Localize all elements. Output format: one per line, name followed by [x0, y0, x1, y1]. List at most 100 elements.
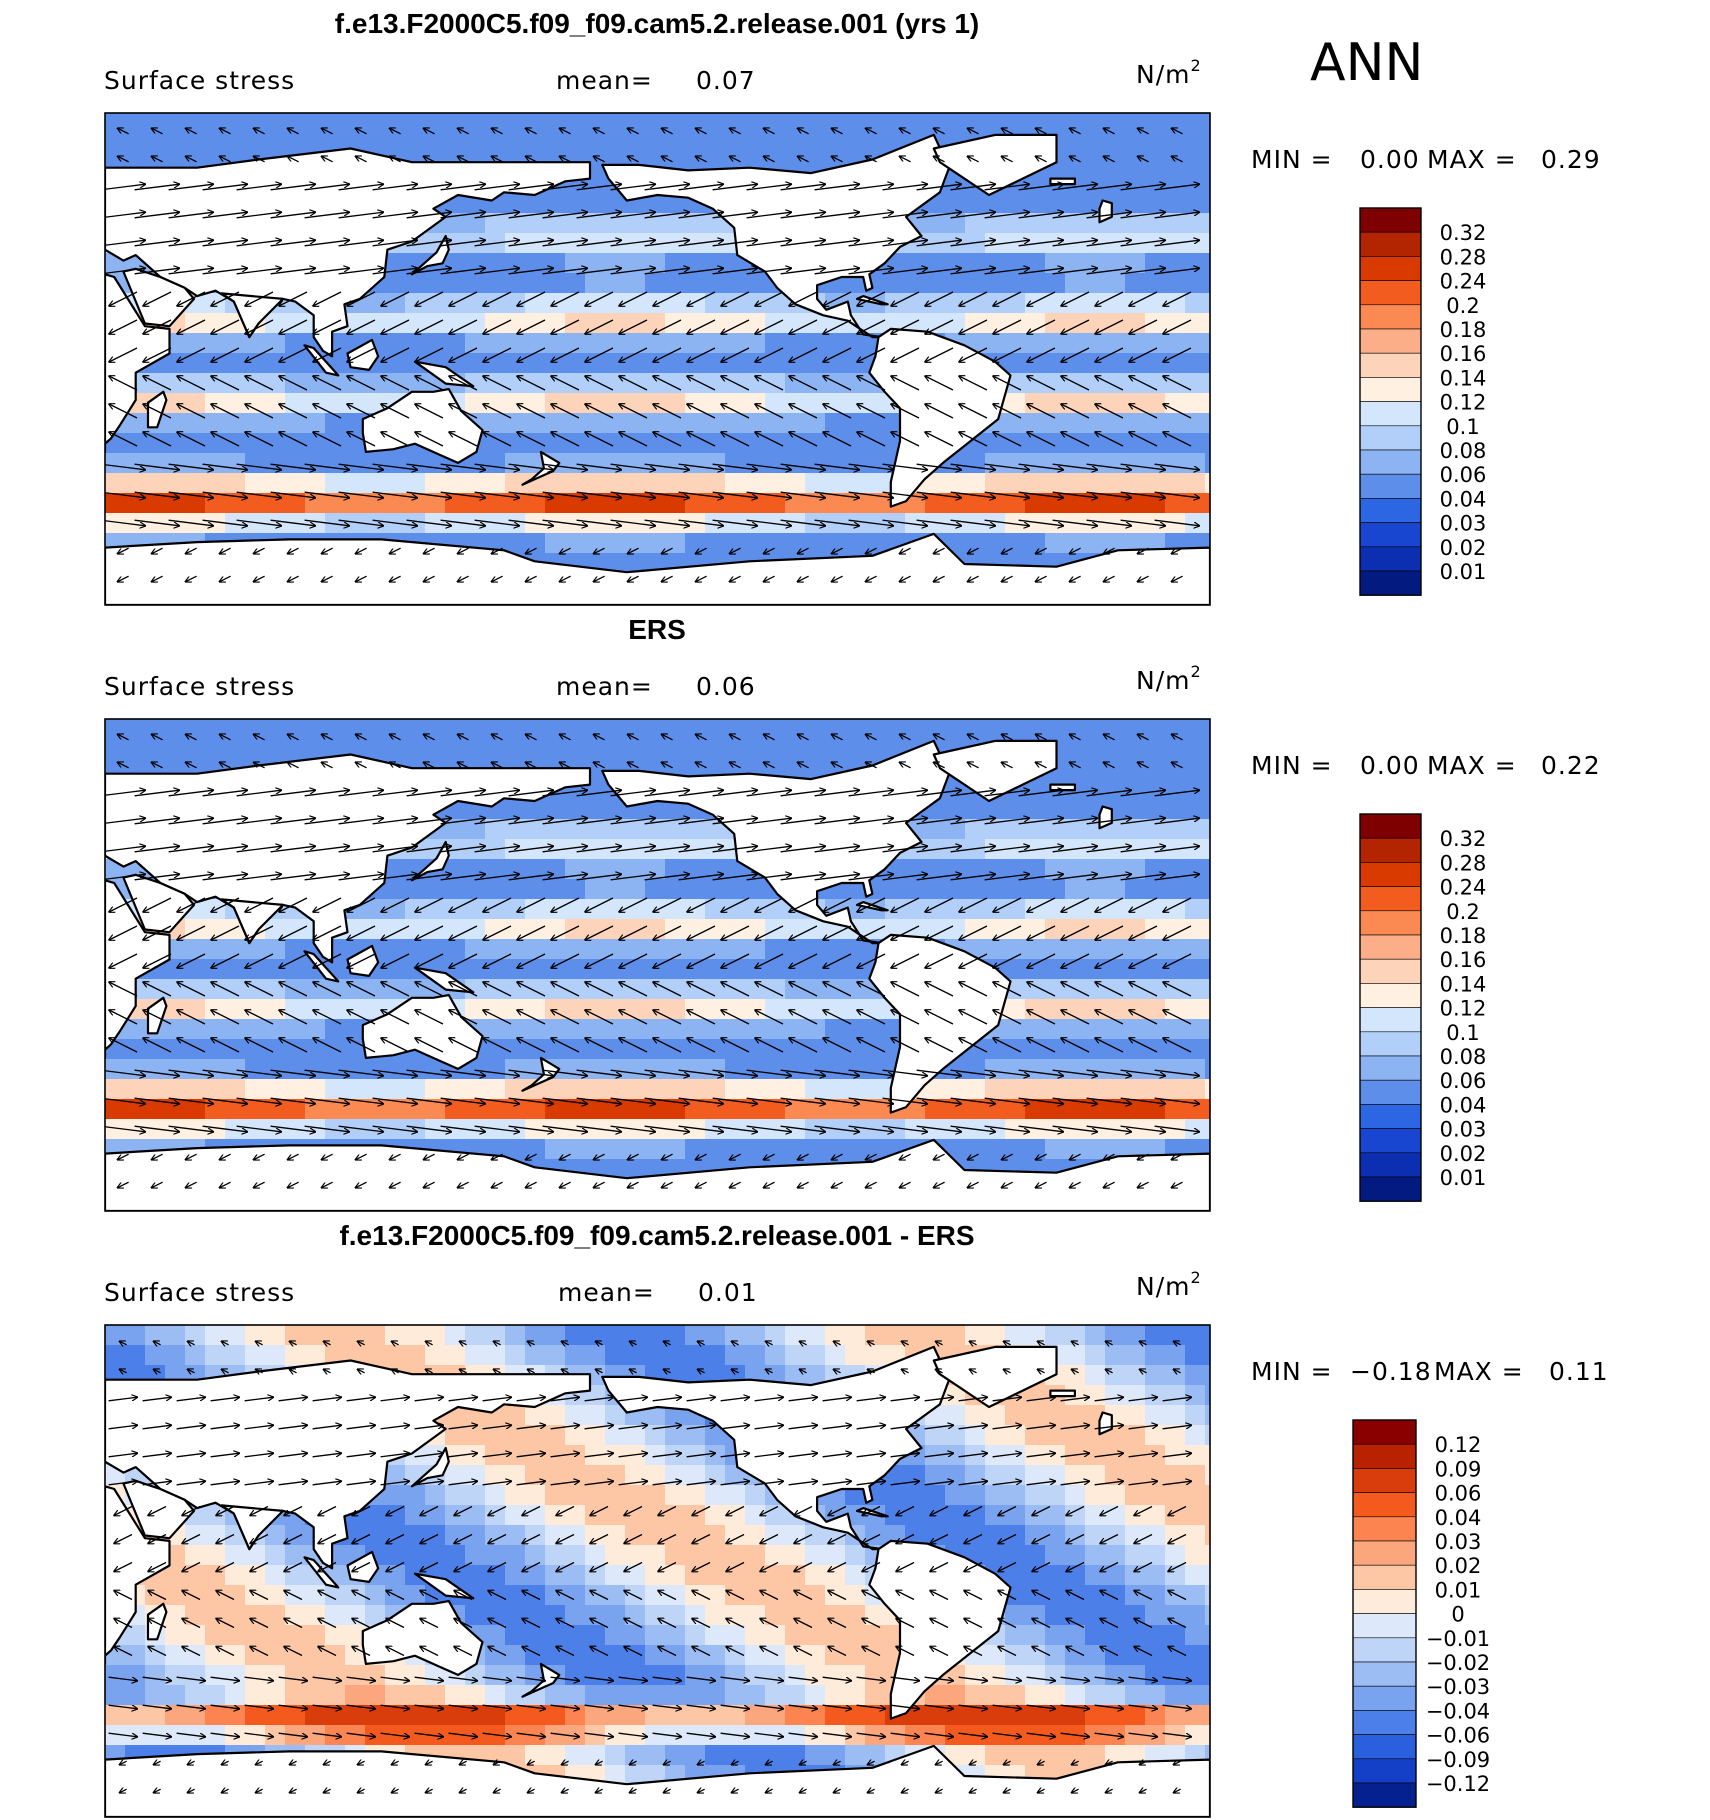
- colorbar-box: [1359, 886, 1422, 912]
- panel-title: ERS: [628, 614, 686, 645]
- mean-value: 0.07: [696, 66, 756, 95]
- colorbar-tick-label: 0.04: [1440, 1093, 1487, 1117]
- colorbar-tick-label: 0.12: [1440, 997, 1487, 1021]
- land-greenland: [932, 1345, 1058, 1409]
- colorbar-tick-label: −0.09: [1426, 1748, 1490, 1772]
- min-value: 0.00: [1360, 145, 1420, 174]
- mean-label: mean=: [556, 672, 653, 701]
- colorbar-box: [1359, 449, 1422, 475]
- colorbar-box: [1359, 1152, 1422, 1178]
- min-value: −0.18: [1350, 1357, 1432, 1386]
- colorbar-tick-label: 0.02: [1440, 1142, 1487, 1166]
- colorbar-box: [1352, 1468, 1417, 1493]
- panel-title: f.e13.F2000C5.f09_f09.cam5.2.release.001…: [335, 8, 979, 39]
- colorbar-box: [1352, 1637, 1417, 1663]
- colorbar-tick-label: 0.03: [1435, 1530, 1482, 1554]
- colorbar-tick-label: 0.08: [1440, 1045, 1487, 1069]
- colorbar-tick-label: −0.06: [1426, 1724, 1490, 1748]
- land-uk: [1098, 1411, 1113, 1436]
- panel-observations: ERS Surface stress mean= 0.06 N/m2 MIN =…: [104, 614, 1601, 1212]
- colorbar-tick-label: 0.12: [1440, 391, 1487, 415]
- colorbar-tick-label: 0.28: [1440, 245, 1487, 269]
- land-nz: [521, 450, 561, 486]
- colorbar-box: [1352, 1758, 1417, 1784]
- colorbar-box: [1359, 1007, 1422, 1033]
- land-borneo: [346, 1550, 380, 1583]
- colorbar-tick-label: 0.32: [1440, 827, 1487, 851]
- colorbar-tick-label: 0.2: [1446, 294, 1479, 318]
- land-borneo: [346, 944, 380, 977]
- colorbar-tick-label: 0.01: [1440, 560, 1487, 584]
- colorbar-tick-label: 0.09: [1435, 1457, 1482, 1481]
- land-uk: [1098, 199, 1113, 224]
- colorbar-tick-label: 0.2: [1446, 900, 1479, 924]
- colorbar-box: [1359, 862, 1422, 887]
- land-india: [220, 898, 285, 945]
- colorbar-tick-label: 0.1: [1446, 1021, 1479, 1045]
- min-label: MIN =: [1251, 751, 1333, 780]
- colorbar-box: [1352, 1782, 1417, 1808]
- land-japan: [410, 1446, 450, 1488]
- max-value: 0.29: [1541, 145, 1601, 174]
- land-sumatra: [303, 344, 340, 377]
- panel-model: f.e13.F2000C5.f09_f09.cam5.2.release.001…: [104, 8, 1601, 606]
- wind-vectors: [105, 128, 1200, 582]
- colorbar-tick-label: −0.01: [1426, 1627, 1490, 1651]
- colorbar-tick-label: 0.01: [1435, 1578, 1482, 1602]
- colorbar-box: [1359, 328, 1422, 354]
- panel-title: f.e13.F2000C5.f09_f09.cam5.2.release.001…: [339, 1220, 974, 1251]
- colorbar-box: [1359, 231, 1422, 257]
- colorbar-tick-label: 0.06: [1440, 1069, 1487, 1093]
- mean-value: 0.01: [698, 1278, 758, 1307]
- wind-vectors: [108, 1341, 1192, 1793]
- land-samerica: [868, 1539, 1012, 1720]
- colorbar-tick-label: 0.04: [1435, 1506, 1482, 1530]
- colorbar-tick-label: 0.01: [1440, 1166, 1487, 1190]
- mean-label: mean=: [558, 1278, 655, 1307]
- colorbar-tick-label: 0.24: [1440, 270, 1487, 294]
- colorbar-tick-label: −0.02: [1426, 1651, 1490, 1675]
- land-cuba: [855, 901, 889, 912]
- colorbar-box: [1352, 1613, 1417, 1639]
- colorbar-box: [1359, 473, 1422, 499]
- colorbar-box: [1352, 1564, 1417, 1590]
- land-iceland: [1049, 1389, 1076, 1398]
- colorbar-box: [1359, 1104, 1422, 1129]
- land-sumatra: [303, 950, 340, 983]
- colorbar-box: [1352, 1710, 1417, 1735]
- colorbar-box: [1359, 280, 1422, 306]
- max-label: MAX =: [1427, 145, 1517, 174]
- colorbar-box: [1359, 1055, 1422, 1081]
- colorbar-tick-label: 0.16: [1440, 948, 1487, 972]
- colorbar-tick-label: 0.14: [1440, 366, 1487, 390]
- colorbar-box: [1359, 1031, 1422, 1057]
- colorbar-box: [1352, 1661, 1417, 1687]
- map-plot: [104, 718, 1211, 1212]
- colorbar-tick-label: −0.04: [1426, 1699, 1490, 1723]
- land-samerica: [868, 327, 1012, 508]
- land-nz: [521, 1056, 561, 1092]
- land-uk: [1098, 805, 1113, 830]
- mean-label: mean=: [556, 66, 653, 95]
- wind-vectors: [105, 734, 1200, 1188]
- land-iceland: [1049, 783, 1076, 792]
- min-value: 0.00: [1360, 751, 1420, 780]
- colorbar-box: [1352, 1540, 1417, 1566]
- max-value: 0.11: [1549, 1357, 1609, 1386]
- land-samerica: [868, 933, 1012, 1114]
- colorbar-tick-label: 0.08: [1440, 439, 1487, 463]
- colorbar-tick-label: 0: [1451, 1603, 1464, 1627]
- colorbar-box: [1352, 1443, 1417, 1469]
- units-label: N/m2: [1136, 662, 1202, 695]
- colorbar: 0.320.280.240.20.180.160.140.120.10.080.…: [1359, 813, 1487, 1202]
- colorbar-tick-label: 0.02: [1440, 536, 1487, 560]
- colorbar-box: [1359, 1176, 1422, 1202]
- min-label: MIN =: [1251, 1357, 1333, 1386]
- max-value: 0.22: [1541, 751, 1601, 780]
- colorbar-tick-label: 0.18: [1440, 318, 1487, 342]
- land-greenland: [932, 133, 1058, 197]
- colorbar-tick-label: 0.28: [1440, 851, 1487, 875]
- colorbar-box: [1359, 1079, 1422, 1105]
- colorbar-box: [1359, 498, 1422, 523]
- land-iceland: [1049, 177, 1076, 186]
